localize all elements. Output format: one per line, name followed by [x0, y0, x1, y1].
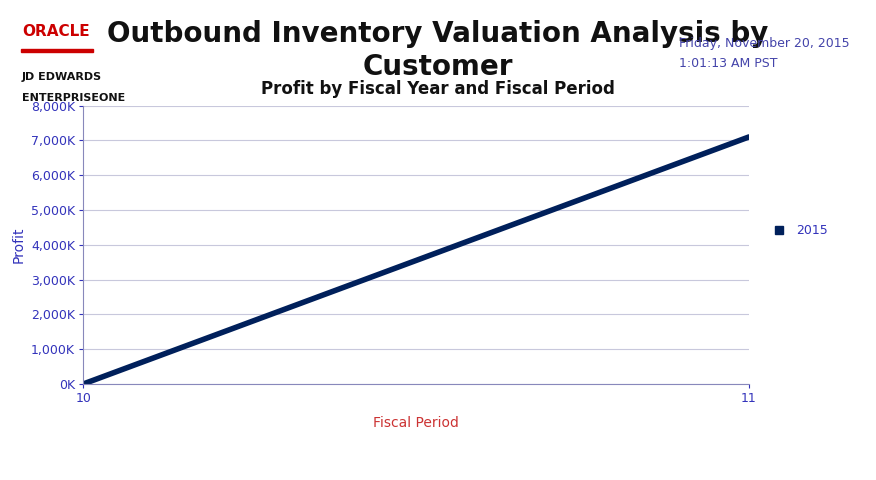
Text: ORACLE: ORACLE: [22, 24, 89, 39]
X-axis label: Fiscal Period: Fiscal Period: [373, 417, 459, 431]
Text: Friday, November 20, 2015: Friday, November 20, 2015: [679, 36, 850, 50]
Text: ENTERPRISEONE: ENTERPRISEONE: [22, 94, 125, 103]
Text: Outbound Inventory Valuation Analysis by
Customer: Outbound Inventory Valuation Analysis by…: [108, 20, 768, 81]
Text: Profit by Fiscal Year and Fiscal Period: Profit by Fiscal Year and Fiscal Period: [261, 80, 615, 98]
Text: 1:01:13 AM PST: 1:01:13 AM PST: [679, 57, 777, 70]
Y-axis label: Profit: Profit: [11, 227, 25, 263]
Legend: 2015: 2015: [762, 219, 832, 242]
Text: JD EDWARDS: JD EDWARDS: [22, 72, 102, 82]
